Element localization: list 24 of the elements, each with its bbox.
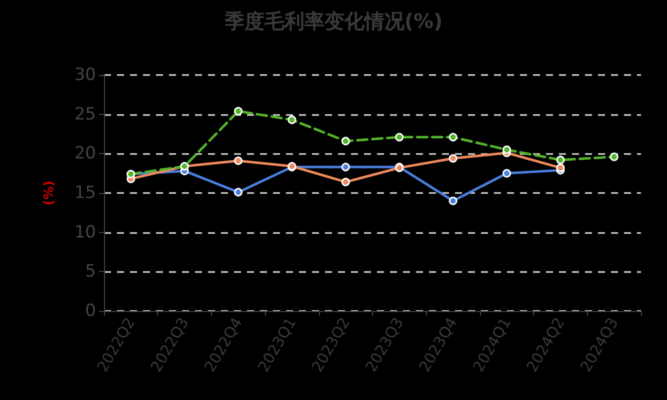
point — [234, 106, 242, 116]
point — [395, 132, 404, 142]
y-tick-label: 0 — [85, 301, 96, 321]
y-tick-label: 10 — [74, 222, 96, 242]
chart-title: 季度毛利率变化情况(%) — [223, 9, 443, 33]
point — [448, 196, 458, 206]
point — [341, 162, 350, 172]
point — [448, 154, 458, 163]
point — [448, 132, 458, 142]
point — [341, 136, 350, 146]
point — [234, 156, 242, 165]
point — [502, 145, 511, 154]
y-tick-label: 20 — [74, 144, 96, 164]
point — [610, 152, 618, 162]
point — [341, 178, 350, 186]
y-tick-label: 25 — [74, 104, 96, 124]
y-tick-label: 15 — [74, 183, 96, 203]
y-tick-label: 5 — [85, 262, 96, 282]
point — [234, 188, 242, 196]
y-axis-title: (%) — [42, 180, 57, 206]
y-tick-label: 30 — [74, 65, 96, 85]
point — [288, 116, 296, 124]
point — [556, 156, 565, 164]
point — [502, 169, 511, 178]
